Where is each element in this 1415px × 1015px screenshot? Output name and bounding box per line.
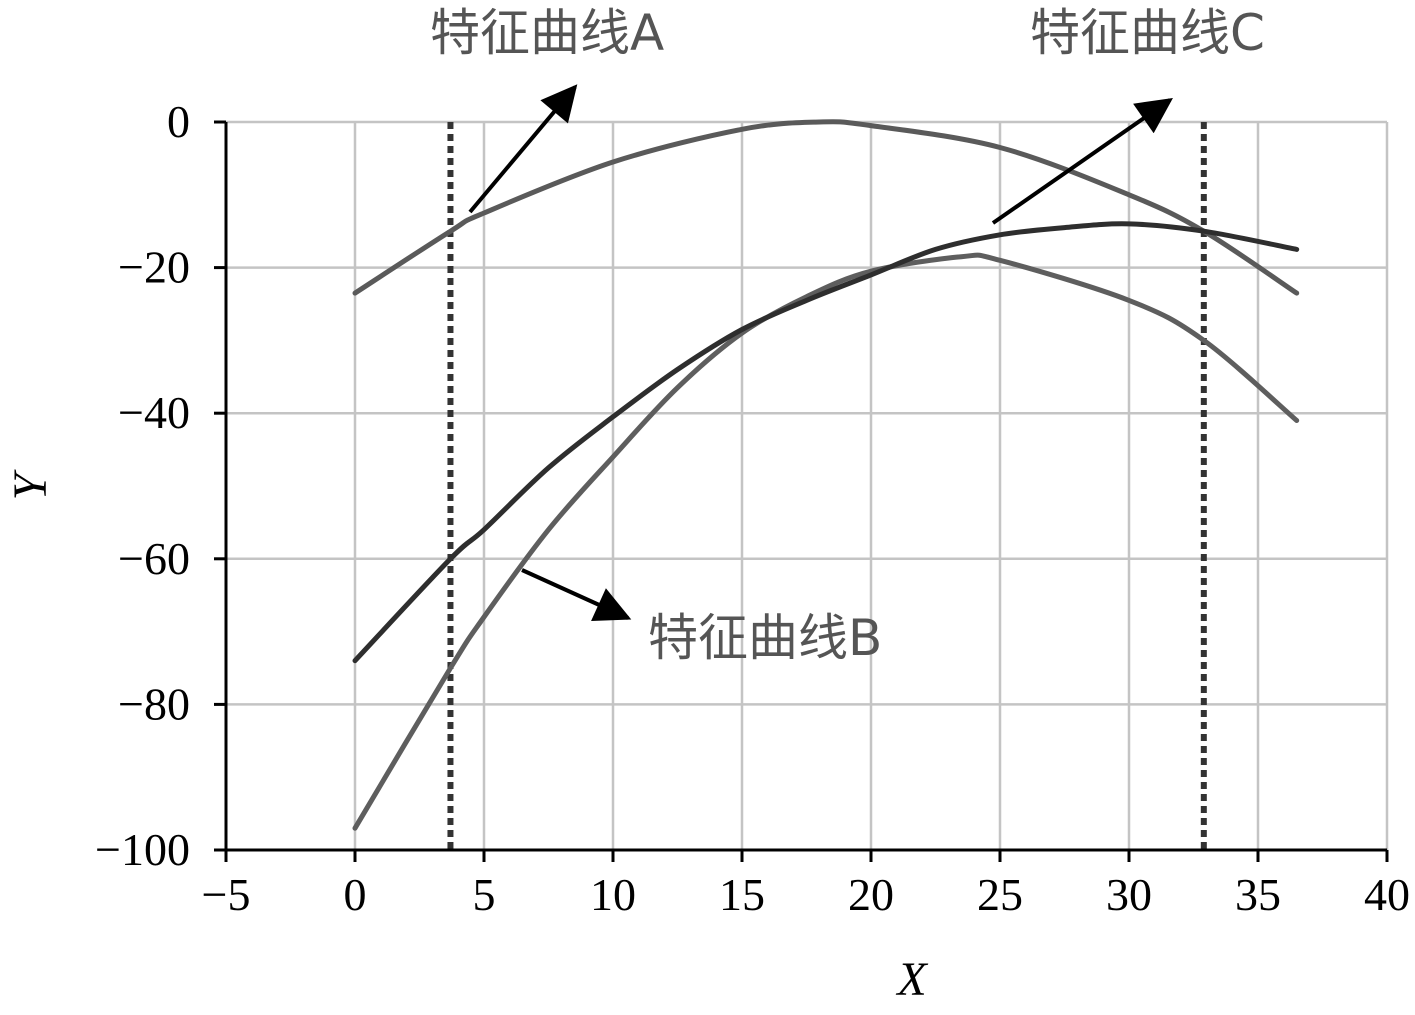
series-line-2 <box>352 221 1300 664</box>
x-tick-label-2: 5 <box>473 869 496 920</box>
annotation-arrow-a <box>468 84 578 214</box>
x-tick-label-6: 25 <box>977 869 1023 920</box>
y-tick-label-0: 0 <box>167 96 190 147</box>
grid-lines <box>226 120 1389 850</box>
x-tick-label-1: 0 <box>344 869 367 920</box>
x-tick-label-4: 15 <box>719 869 765 920</box>
annotation-arrow-b <box>521 568 632 622</box>
series-lines <box>352 119 1300 831</box>
x-tick-label-0: −5 <box>202 869 251 920</box>
annotation-label-b: 特征曲线B <box>648 609 882 667</box>
y-tick-label-5: −100 <box>95 824 190 875</box>
series-line-0 <box>352 119 1300 296</box>
annotation-label-c: 特征曲线C <box>1030 4 1265 62</box>
y-tick-label-3: −60 <box>118 533 190 584</box>
y-tick-label-1: −20 <box>118 242 190 293</box>
annotation-arrow-c <box>991 97 1173 225</box>
annotation-label-a: 特征曲线A <box>430 4 664 62</box>
x-tick-label-7: 30 <box>1106 869 1152 920</box>
tick-labels: −5 0 5 10 15 20 25 30 35 40 0 −20 −40 −60 −80 −100 <box>95 96 1410 920</box>
x-tick-label-9: 40 <box>1364 869 1410 920</box>
x-tick-label-5: 20 <box>848 869 894 920</box>
x-tick-label-3: 10 <box>590 869 636 920</box>
annotations: 特征曲线A 特征曲线C 特征曲线B <box>430 4 1265 667</box>
reference-lines <box>447 122 1207 850</box>
y-tick-label-4: −80 <box>118 678 190 729</box>
x-axis-title: X <box>895 953 928 1006</box>
axes <box>214 120 1389 862</box>
y-axis-title: Y <box>4 469 57 500</box>
y-tick-label-2: −40 <box>118 387 190 438</box>
x-tick-label-8: 35 <box>1235 869 1281 920</box>
series-line-1 <box>352 252 1300 831</box>
